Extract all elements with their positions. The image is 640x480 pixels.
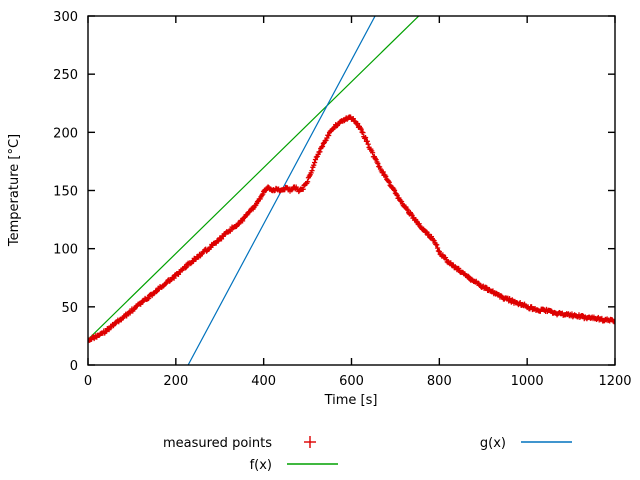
y-axis-ticks <box>88 15 615 366</box>
y-axis-title: Temperature [°C] <box>7 134 22 247</box>
series-group <box>88 16 615 365</box>
series-points-measured <box>88 114 615 344</box>
y-tick-label: 300 <box>53 10 78 25</box>
x-axis-title: Time [s] <box>324 393 378 408</box>
x-tick-label: 1200 <box>598 374 631 389</box>
y-tick-label: 50 <box>61 301 78 316</box>
y-tick-label: 250 <box>53 68 78 83</box>
legend: measured points f(x) g(x) <box>163 436 572 473</box>
series-line-fx <box>88 16 420 340</box>
series-line-gx <box>187 16 376 365</box>
x-tick-label: 0 <box>84 374 92 389</box>
y-tick-label: 0 <box>70 359 78 374</box>
x-tick-label: 1000 <box>511 374 544 389</box>
x-tick-label: 600 <box>339 374 364 389</box>
legend-label-gx: g(x) <box>480 436 506 451</box>
y-tick-label: 150 <box>53 185 78 200</box>
x-tick-label: 200 <box>163 374 188 389</box>
y-tick-label: 100 <box>53 243 78 258</box>
x-axis-tick-labels: 0 200 400 600 800 1000 1200 <box>84 374 632 389</box>
x-tick-label: 400 <box>251 374 276 389</box>
legend-label-fx: f(x) <box>250 458 272 473</box>
y-tick-label: 200 <box>53 126 78 141</box>
y-axis-tick-labels: 0 50 100 150 200 250 300 <box>53 10 78 374</box>
legend-marker-measured-points <box>304 436 316 448</box>
x-axis-ticks <box>87 16 616 365</box>
legend-label-measured-points: measured points <box>163 436 272 451</box>
x-tick-label: 800 <box>427 374 452 389</box>
